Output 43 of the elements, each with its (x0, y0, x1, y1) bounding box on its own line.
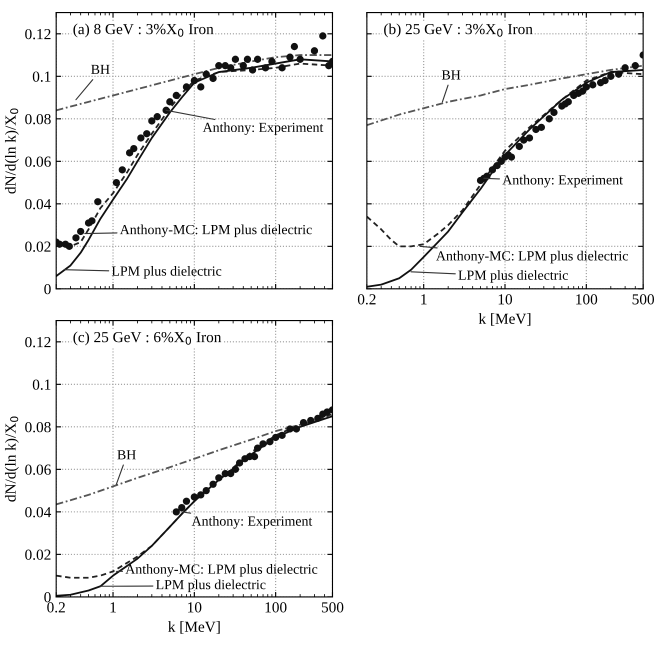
x-tick-label: 0.2 (358, 294, 376, 305)
x-tick-label: 10 (188, 602, 202, 612)
x-tick-label: 100 (266, 602, 287, 612)
x-tick-label: 0.2 (47, 602, 65, 613)
y-tick-label: 0.04 (25, 507, 52, 518)
y-tick-label: 0 (44, 592, 51, 602)
annotation: Anthony: Experiment (502, 174, 623, 188)
text: (a) 8 GeV : 3%X$_{0}$ Iron (73, 23, 214, 38)
annotation: Anthony-MC: LPM plus dielectric (125, 564, 318, 577)
x-tick-label: 500 (322, 602, 344, 612)
y-axis-title: dN/d(ln k)/X$_{0}$ (4, 108, 19, 194)
y-tick-label: 0.12 (25, 336, 50, 348)
y-tick-label: 0.1 (32, 379, 50, 390)
y-tick-label: 0.08 (25, 422, 51, 432)
annotation: LPM plus dielectric (458, 270, 568, 283)
y-tick-label: 0.02 (25, 241, 50, 252)
y-tick-label: 0 (44, 284, 51, 294)
y-tick-label: 0.06 (25, 156, 51, 167)
y-tick-label: 0.06 (25, 464, 51, 475)
annotation: Anthony: Experiment (192, 516, 312, 529)
annotation: LPM plus dielectric (112, 266, 222, 279)
y-axis-title: dN/d(ln k)/X$_{0}$ (4, 416, 19, 502)
text: (c) 25 GeV : 6%X$_{0}$ Iron (73, 332, 222, 346)
x-tick-label: 500 (632, 294, 654, 304)
y-tick-label: 0.08 (25, 114, 51, 124)
x-tick-label: 100 (576, 294, 598, 304)
x-tick-label: 10 (498, 294, 512, 304)
x-axis-title: k [MeV] (168, 621, 220, 634)
annotation: LPM plus dielectric (156, 580, 266, 592)
annotation: Anthony-MC: LPM plus dielectric (436, 250, 628, 264)
y-tick-label: 0.1 (32, 71, 50, 82)
annotation: Anthony-MC: LPM plus dielectric (120, 224, 312, 238)
annotation: BH (442, 70, 460, 80)
x-axis-title: k [MeV] (478, 313, 530, 326)
annotation: BH (91, 64, 110, 74)
y-tick-label: 0.02 (25, 550, 50, 560)
y-tick-label: 0.12 (25, 28, 50, 40)
y-tick-label: 0.04 (25, 198, 52, 210)
x-tick-label: 1 (421, 294, 427, 304)
x-tick-label: 1 (110, 602, 116, 612)
annotation: BH (117, 450, 136, 460)
text: (b) 25 GeV : 3%X$_{0}$ Iron (384, 23, 533, 38)
annotation: Anthony: Experiment (202, 122, 324, 135)
